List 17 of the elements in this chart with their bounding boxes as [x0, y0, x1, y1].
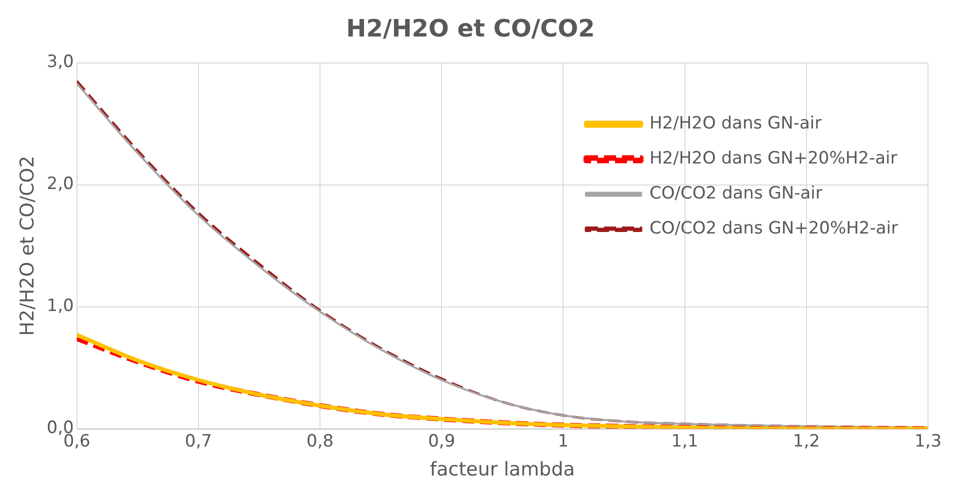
x-axis-title: facteur lambda	[430, 458, 575, 481]
x-tick-label: 1,3	[914, 431, 942, 452]
y-tick-label: 1,0	[46, 296, 74, 316]
legend-label: H2/H2O dans GN-air	[650, 114, 822, 134]
x-tick-label: 1,2	[792, 431, 820, 452]
legend-label: H2/H2O dans GN+20%H2-air	[650, 148, 898, 169]
y-axis-title: H2/H2O et CO/CO2	[16, 156, 38, 336]
y-tick-label: 3,0	[46, 52, 74, 72]
x-tick-label: 1	[558, 431, 569, 452]
chart-title: H2/H2O et CO/CO2	[346, 14, 595, 43]
x-tick-label: 0,7	[184, 431, 212, 452]
x-tick-label: 0,8	[306, 431, 334, 452]
y-tick-label: 2,0	[46, 174, 74, 194]
x-tick-label: 0,9	[428, 431, 456, 452]
legend-label: CO/CO2 dans GN+20%H2-air	[650, 218, 898, 239]
legend-label: CO/CO2 dans GN-air	[650, 184, 822, 204]
x-tick-label: 1,1	[671, 431, 698, 452]
